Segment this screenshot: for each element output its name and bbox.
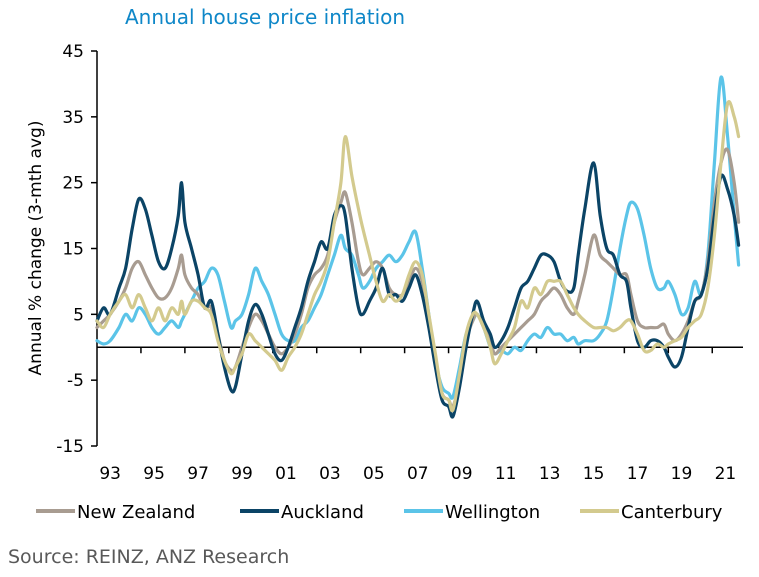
- x-tick-label: 05: [363, 464, 385, 484]
- y-tick-label: 25: [62, 174, 84, 194]
- y-tick-label: -5: [67, 371, 84, 391]
- legend: New Zealand Auckland Wellington Canterbu…: [36, 502, 723, 523]
- x-tick-label: 01: [275, 464, 297, 484]
- x-tick-label: 99: [231, 464, 253, 484]
- legend-item-canterbury: Canterbury: [580, 502, 723, 523]
- y-axis: 45 35 25 15 5 -5 -15: [56, 42, 98, 457]
- y-tick-label: 5: [73, 305, 84, 325]
- x-tick-label: 95: [143, 464, 165, 484]
- y-tick-label: 45: [62, 42, 84, 62]
- x-tick-label: 15: [583, 464, 605, 484]
- x-tick-label: 03: [319, 464, 341, 484]
- x-tick-label: 17: [627, 464, 649, 484]
- series-layer: [95, 75, 741, 419]
- x-tick-label: 93: [99, 464, 121, 484]
- chart-title: Annual house price inflation: [125, 5, 405, 29]
- x-axis: 93 95 97 99 01 03 05 07 09 11 13 15 17 19 21: [97, 346, 743, 484]
- x-tick-label: 11: [495, 464, 517, 484]
- legend-label-new-zealand: New Zealand: [77, 502, 195, 523]
- legend-item-wellington: Wellington: [404, 502, 540, 523]
- x-tick-label: 21: [715, 464, 737, 484]
- y-tick-label: -15: [56, 437, 84, 457]
- y-axis-label: Annual % change (3-mth avg): [26, 121, 46, 376]
- legend-label-auckland: Auckland: [281, 502, 364, 523]
- legend-label-canterbury: Canterbury: [621, 502, 723, 523]
- series-line-canterbury: [95, 100, 741, 413]
- x-tick-label: 07: [407, 464, 429, 484]
- legend-label-wellington: Wellington: [445, 502, 540, 523]
- x-tick-label: 97: [187, 464, 209, 484]
- x-tick-label: 09: [451, 464, 473, 484]
- y-tick-label: 15: [62, 240, 84, 260]
- series-line-wellington: [95, 75, 741, 400]
- legend-item-auckland: Auckland: [240, 502, 364, 523]
- legend-item-new-zealand: New Zealand: [36, 502, 195, 523]
- y-tick-label: 35: [62, 108, 84, 128]
- source-note: Source: REINZ, ANZ Research: [8, 546, 289, 568]
- x-tick-label: 19: [671, 464, 693, 484]
- x-tick-label: 13: [539, 464, 561, 484]
